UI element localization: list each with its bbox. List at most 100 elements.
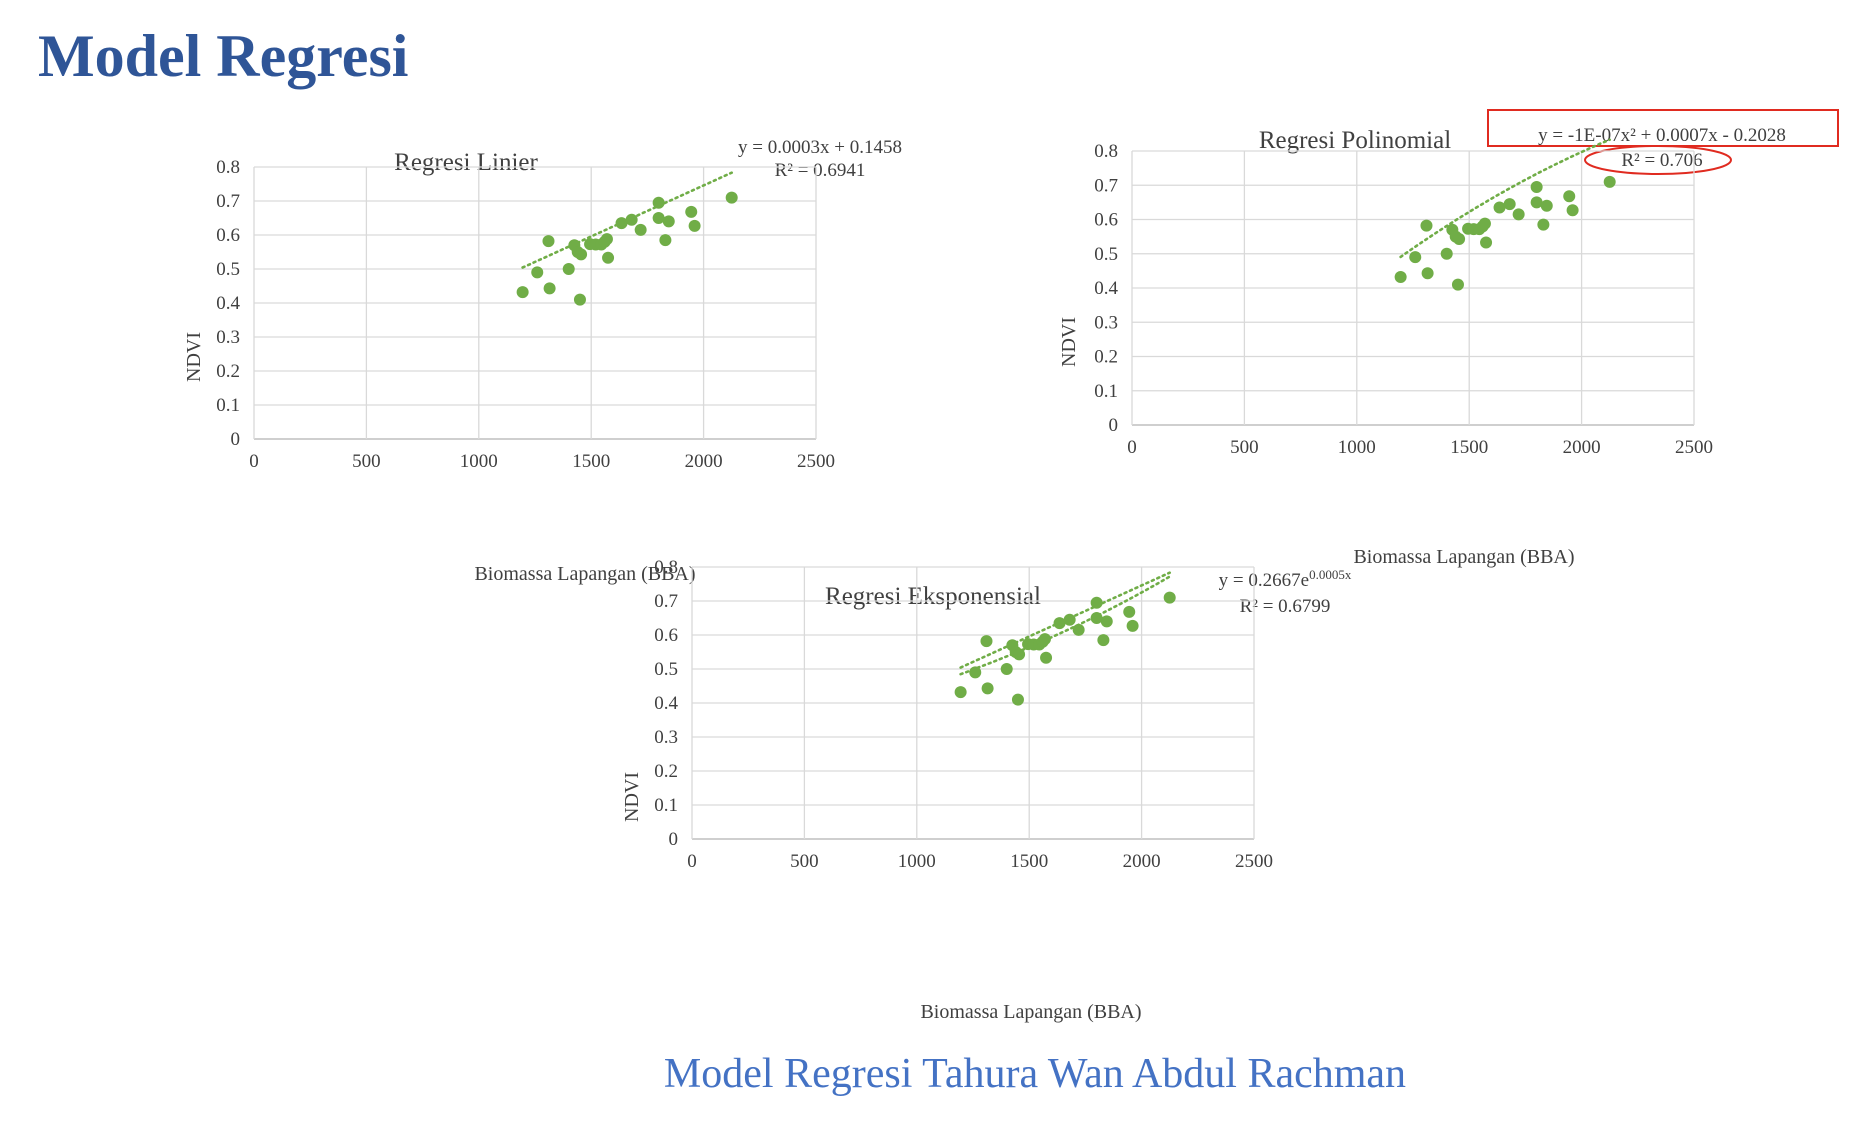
data-point [1537, 218, 1550, 231]
x-tick-label: 1500 [572, 451, 610, 472]
data-point [1478, 217, 1491, 230]
y-tick-label: 0.7 [654, 591, 678, 612]
x-tick-label: 2500 [797, 451, 835, 472]
y-tick-label: 0.8 [216, 157, 240, 178]
y-tick-label: 0.5 [216, 259, 240, 280]
r-squared-label: R² = 0.706 [1621, 150, 1702, 171]
data-point [1530, 180, 1543, 193]
data-point [1503, 198, 1516, 211]
data-point [531, 266, 544, 279]
x-tick-label: 1000 [1338, 437, 1376, 458]
r-squared-highlight-ellipse [1584, 145, 1732, 175]
data-point [652, 212, 665, 224]
y-tick-label: 0.6 [1094, 210, 1118, 231]
y-tick-label: 0.4 [654, 693, 678, 714]
equation-base: y = 0.2667e [1219, 570, 1309, 591]
data-point [1566, 204, 1579, 217]
data-point [1090, 596, 1103, 609]
data-point [1409, 251, 1422, 264]
y-tick-label: 0.2 [216, 361, 240, 382]
y-tick-label: 0.2 [1094, 347, 1118, 368]
x-tick-label: 0 [1127, 437, 1137, 458]
data-point [1123, 605, 1136, 618]
y-axis-label: NDVI [183, 332, 205, 382]
data-point [1394, 271, 1407, 284]
data-point [1090, 612, 1103, 624]
x-axis-label: Biomassa Lapangan (BBA) [1353, 546, 1574, 568]
y-axis-label: NDVI [621, 772, 643, 822]
chart-title: Regresi Polinomial [1259, 127, 1451, 154]
data-point [1011, 693, 1024, 706]
y-tick-label: 0.6 [654, 625, 678, 646]
data-point [575, 248, 588, 261]
y-tick-label: 0 [1109, 415, 1119, 436]
y-tick-label: 0.4 [216, 293, 240, 314]
data-point [1100, 615, 1113, 628]
data-point [1421, 267, 1434, 280]
data-point [685, 205, 698, 218]
data-point [688, 219, 701, 232]
data-point [1053, 617, 1066, 630]
y-tick-label: 0.3 [1094, 312, 1118, 333]
y-tick-label: 0.8 [1094, 141, 1118, 162]
y-tick-label: 0.5 [1094, 244, 1118, 265]
data-point [1163, 591, 1176, 604]
y-tick-label: 0.3 [216, 327, 240, 348]
chart-regresi-polinomial: Regresi Polinomial y = -1E-07x² + 0.0007… [1058, 109, 1839, 568]
x-tick-label: 2500 [1235, 851, 1273, 872]
x-axis-label: Biomassa Lapangan (BBA) [474, 563, 695, 585]
r-squared-label: R² = 0.6941 [775, 160, 866, 181]
data-point [1013, 648, 1026, 661]
y-tick-label: 0.8 [654, 557, 678, 578]
data-point [1097, 634, 1110, 647]
data-point [980, 635, 993, 648]
data-point [625, 213, 638, 226]
data-point [1480, 236, 1493, 249]
x-tick-label: 500 [790, 851, 819, 872]
data-point [634, 223, 647, 236]
data-point [969, 666, 982, 679]
trendline-equation: y = -1E-07x² + 0.0007x - 0.2028 [1538, 125, 1786, 146]
x-tick-label: 1500 [1010, 851, 1048, 872]
equation-exponent: 0.0005x [1309, 567, 1352, 582]
data-point [615, 217, 628, 230]
y-tick-label: 0.3 [654, 727, 678, 748]
data-point [600, 233, 613, 246]
data-point [1072, 623, 1085, 636]
x-tick-label: 2000 [1563, 437, 1601, 458]
data-point [542, 235, 555, 248]
x-tick-label: 2500 [1675, 437, 1713, 458]
data-point [1000, 663, 1013, 675]
chart-title: Regresi Eksponensial [825, 583, 1041, 610]
chart-title: Regresi Linier [394, 149, 538, 176]
data-point [1451, 278, 1464, 291]
data-point [1063, 613, 1076, 626]
chart-regresi-linier: Regresi Linier y = 0.0003x + 0.1458 R² =… [183, 137, 902, 585]
y-tick-label: 0 [669, 829, 679, 850]
data-point [1512, 208, 1525, 221]
data-point [562, 263, 575, 275]
y-tick-label: 0.6 [216, 225, 240, 246]
y-tick-label: 0.1 [216, 395, 240, 416]
y-tick-label: 0.1 [1094, 381, 1118, 402]
x-tick-label: 500 [1230, 437, 1259, 458]
data-point [1440, 247, 1453, 260]
data-point [1126, 619, 1139, 632]
x-tick-label: 500 [352, 451, 381, 472]
chart-regresi-eksponensial: Regresi Eksponensial y = 0.2667e0.0005x … [621, 557, 1352, 1023]
x-axis-label: Biomassa Lapangan (BBA) [920, 1001, 1141, 1023]
y-tick-label: 0.4 [1094, 278, 1118, 299]
data-point [602, 251, 615, 264]
y-tick-label: 0.7 [1094, 175, 1118, 196]
y-axis-label: NDVI [1058, 317, 1080, 367]
trendline-equation: y = 0.2667e0.0005x [1219, 567, 1352, 591]
data-point [1420, 219, 1433, 232]
trendline-equation: y = 0.0003x + 0.1458 [738, 137, 902, 158]
x-tick-label: 2000 [685, 451, 723, 472]
y-tick-label: 0 [231, 429, 241, 450]
y-tick-label: 0.2 [654, 761, 678, 782]
data-point [1603, 175, 1616, 188]
data-point [1563, 190, 1576, 203]
r-squared-label: R² = 0.6799 [1240, 596, 1331, 617]
data-point [725, 191, 738, 204]
